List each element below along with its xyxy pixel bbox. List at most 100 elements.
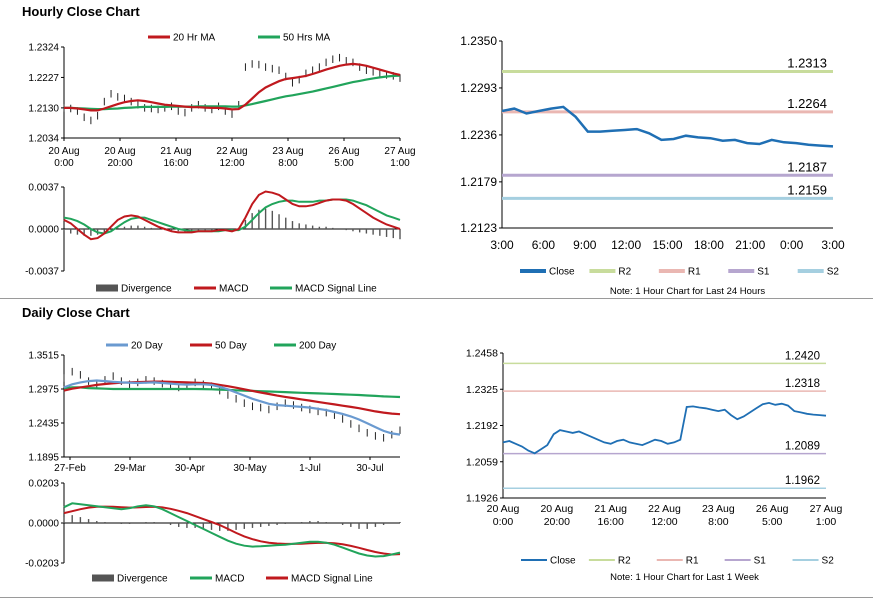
y-tick-label: 1.2059 [466, 456, 498, 468]
x-tick-label: 12:00 [651, 516, 677, 528]
legend-label: MACD [215, 574, 244, 585]
y-tick-label: 0.0000 [28, 225, 59, 236]
x-tick-label: 21 Aug [594, 503, 627, 515]
legend-label: MACD Signal Line [295, 284, 377, 295]
x-tick-label: 1:00 [816, 516, 837, 528]
legend-label: R1 [686, 556, 699, 567]
hourly-section-title: Hourly Close Chart [22, 4, 140, 19]
legend-label: S2 [827, 267, 840, 278]
y-tick-label: 1.2192 [466, 420, 498, 432]
x-tick-label: 0:00 [54, 158, 74, 169]
ma50-line [64, 74, 401, 111]
legend-label: 50 Hrs MA [283, 33, 331, 44]
y-tick-label: 1.2975 [28, 385, 59, 396]
macd-line [63, 190, 401, 241]
legend-label: MACD Signal Line [291, 574, 373, 585]
x-tick-label: 20 Aug [48, 146, 79, 157]
y-tick-label: 1.2458 [466, 348, 498, 360]
legend-label: 50 Day [215, 341, 247, 352]
x-tick-label: 20 Aug [104, 146, 135, 157]
y-tick-label: 0.0203 [28, 479, 59, 490]
legend-label: 20 Day [131, 341, 163, 352]
x-tick-label: 22 Aug [648, 503, 681, 515]
x-tick-label: 30-Jul [356, 463, 383, 474]
ma20-line [63, 379, 401, 436]
legend-label: 20 Hr MA [173, 33, 216, 44]
y-tick-label: 1.2123 [460, 221, 497, 235]
s1-level-label: 1.2089 [785, 441, 820, 453]
r1-level-label: 1.2264 [787, 96, 827, 111]
legend-label: S1 [757, 267, 770, 278]
x-tick-label: 20 Aug [487, 503, 520, 515]
x-tick-label: 26 Aug [756, 503, 789, 515]
x-tick-label: 23 Aug [702, 503, 735, 515]
chart-note: Note: 1 Hour Chart for Last 1 Week [610, 572, 759, 583]
x-tick-label: 18:00 [694, 238, 724, 252]
legend-label: MACD [219, 284, 248, 295]
macd-line [63, 502, 401, 558]
signal-line [63, 505, 401, 556]
s2-level-label: 1.1962 [785, 475, 820, 487]
x-tick-label: 20:00 [544, 516, 570, 528]
y-tick-label: -0.0037 [25, 267, 59, 278]
x-tick-label: 21:00 [735, 238, 765, 252]
r2-level-label: 1.2313 [787, 55, 827, 70]
y-tick-label: 1.2130 [28, 103, 59, 114]
x-tick-label: 8:00 [708, 516, 729, 528]
legend-label: R1 [688, 267, 701, 278]
r2-level-label: 1.2420 [785, 350, 820, 362]
x-tick-label: 21 Aug [160, 146, 191, 157]
x-tick-label: 20 Aug [540, 503, 573, 515]
x-tick-label: 16:00 [163, 158, 188, 169]
s1-level-label: 1.2187 [787, 159, 827, 174]
section-divider [0, 298, 873, 299]
chart-note: Note: 1 Hour Chart for Last 24 Hours [610, 286, 765, 297]
y-tick-label: 1.2236 [460, 128, 497, 142]
x-tick-label: 20:00 [107, 158, 132, 169]
x-tick-label: 1:00 [390, 158, 410, 169]
x-tick-label: 27 Aug [810, 503, 843, 515]
x-tick-label: 30-Apr [175, 463, 206, 474]
x-tick-label: 0:00 [780, 238, 804, 252]
y-tick-label: 1.2293 [460, 81, 497, 95]
x-tick-label: 27 Aug [384, 146, 415, 157]
y-tick-label: 1.2034 [28, 134, 59, 145]
y-tick-label: 0.0000 [28, 519, 59, 530]
x-tick-label: 15:00 [652, 238, 682, 252]
y-tick-label: 1.1895 [28, 453, 59, 464]
x-tick-label: 26 Aug [328, 146, 359, 157]
x-tick-label: 3:00 [821, 238, 845, 252]
y-tick-label: 1.2350 [460, 34, 497, 48]
x-tick-label: 16:00 [598, 516, 624, 528]
x-tick-label: 9:00 [573, 238, 597, 252]
x-tick-label: 23 Aug [272, 146, 303, 157]
y-tick-label: 1.3515 [28, 351, 59, 362]
y-tick-label: 1.2179 [460, 175, 497, 189]
close-line [501, 105, 834, 148]
legend-label: S2 [822, 556, 835, 567]
x-tick-label: 5:00 [762, 516, 783, 528]
legend-label: Close [550, 556, 576, 567]
legend-label: R2 [618, 556, 631, 567]
r1-level-label: 1.2318 [785, 378, 820, 390]
x-tick-label: 6:00 [532, 238, 556, 252]
legend-label: S1 [754, 556, 767, 567]
bottom-divider [0, 597, 873, 598]
ma20-line [64, 62, 401, 112]
y-tick-label: 1.1926 [466, 493, 498, 505]
x-tick-label: 12:00 [219, 158, 244, 169]
ma200-line [63, 386, 401, 399]
x-tick-label: 27-Feb [54, 463, 86, 474]
y-tick-label: 1.2435 [28, 419, 59, 430]
x-tick-label: 5:00 [334, 158, 354, 169]
legend-label: R2 [618, 267, 631, 278]
legend-label: Close [549, 267, 575, 278]
legend-label: 200 Day [299, 341, 336, 352]
x-tick-label: 3:00 [490, 238, 514, 252]
close-line [502, 401, 827, 455]
